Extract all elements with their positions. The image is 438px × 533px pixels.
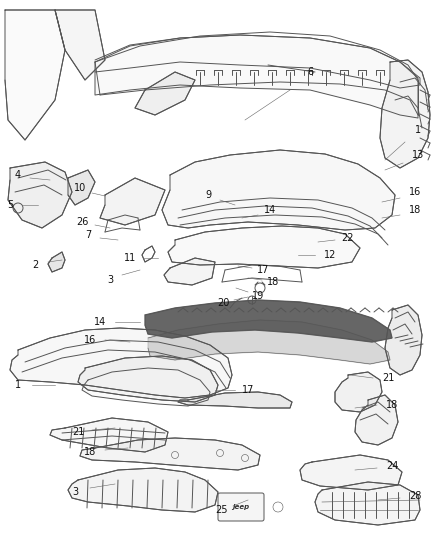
Text: 18: 18 (267, 277, 279, 287)
Polygon shape (162, 150, 395, 230)
Polygon shape (80, 438, 260, 470)
Polygon shape (148, 320, 390, 364)
Polygon shape (10, 328, 232, 398)
Text: 25: 25 (216, 505, 228, 515)
Polygon shape (335, 372, 382, 412)
Text: 3: 3 (107, 275, 113, 285)
FancyBboxPatch shape (218, 493, 264, 521)
Polygon shape (164, 258, 215, 285)
Text: 14: 14 (94, 317, 106, 327)
Polygon shape (95, 35, 418, 118)
Polygon shape (8, 162, 72, 228)
Text: 11: 11 (124, 253, 136, 263)
Text: 28: 28 (409, 491, 421, 501)
Text: 10: 10 (74, 183, 86, 193)
Polygon shape (385, 305, 422, 375)
Polygon shape (82, 368, 210, 406)
Text: 26: 26 (76, 217, 88, 227)
Text: 12: 12 (324, 250, 336, 260)
Text: 19: 19 (252, 291, 264, 301)
Polygon shape (145, 300, 392, 342)
Text: Jeep: Jeep (233, 504, 250, 510)
Text: 18: 18 (386, 400, 398, 410)
Polygon shape (315, 482, 420, 525)
Text: 5: 5 (7, 200, 13, 210)
Polygon shape (55, 10, 105, 80)
Text: 20: 20 (217, 298, 229, 308)
Text: 21: 21 (382, 373, 394, 383)
Text: 3: 3 (72, 487, 78, 497)
Polygon shape (100, 178, 165, 225)
Text: 22: 22 (342, 233, 354, 243)
Polygon shape (178, 392, 292, 408)
Text: 17: 17 (257, 265, 269, 275)
Text: 13: 13 (412, 150, 424, 160)
Text: 6: 6 (307, 67, 313, 77)
Text: 16: 16 (84, 335, 96, 345)
Polygon shape (135, 72, 195, 115)
Text: 24: 24 (386, 461, 398, 471)
Text: 14: 14 (264, 205, 276, 215)
Text: 1: 1 (15, 380, 21, 390)
Polygon shape (5, 10, 65, 140)
Text: 18: 18 (84, 447, 96, 457)
Text: 16: 16 (409, 187, 421, 197)
Text: 18: 18 (409, 205, 421, 215)
Polygon shape (168, 226, 360, 268)
Polygon shape (78, 356, 218, 402)
Polygon shape (48, 252, 65, 272)
Text: 2: 2 (32, 260, 38, 270)
Polygon shape (355, 395, 398, 445)
Text: 17: 17 (242, 385, 254, 395)
Text: 4: 4 (15, 170, 21, 180)
Polygon shape (50, 418, 168, 452)
Polygon shape (300, 455, 402, 490)
Text: 9: 9 (205, 190, 211, 200)
Text: 1: 1 (415, 125, 421, 135)
Polygon shape (68, 468, 218, 512)
Text: 7: 7 (85, 230, 91, 240)
Text: 21: 21 (72, 427, 84, 437)
Polygon shape (68, 170, 95, 205)
Polygon shape (380, 60, 430, 168)
